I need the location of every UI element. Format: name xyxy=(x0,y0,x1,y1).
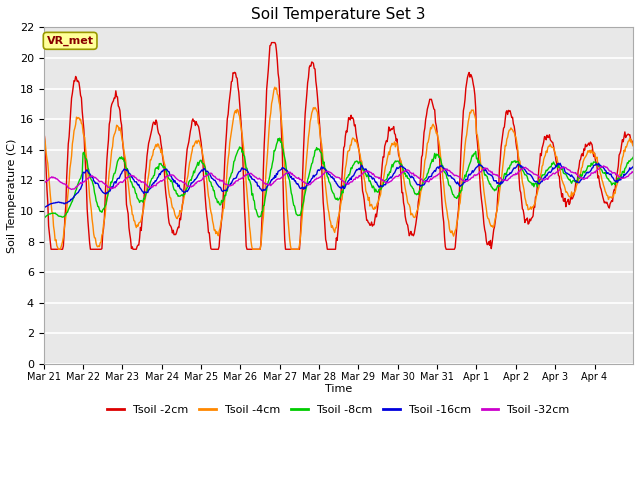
Y-axis label: Soil Temperature (C): Soil Temperature (C) xyxy=(7,139,17,253)
Legend: Tsoil -2cm, Tsoil -4cm, Tsoil -8cm, Tsoil -16cm, Tsoil -32cm: Tsoil -2cm, Tsoil -4cm, Tsoil -8cm, Tsoi… xyxy=(103,400,574,419)
Text: VR_met: VR_met xyxy=(47,36,93,46)
Title: Soil Temperature Set 3: Soil Temperature Set 3 xyxy=(251,7,426,22)
X-axis label: Time: Time xyxy=(324,384,352,395)
